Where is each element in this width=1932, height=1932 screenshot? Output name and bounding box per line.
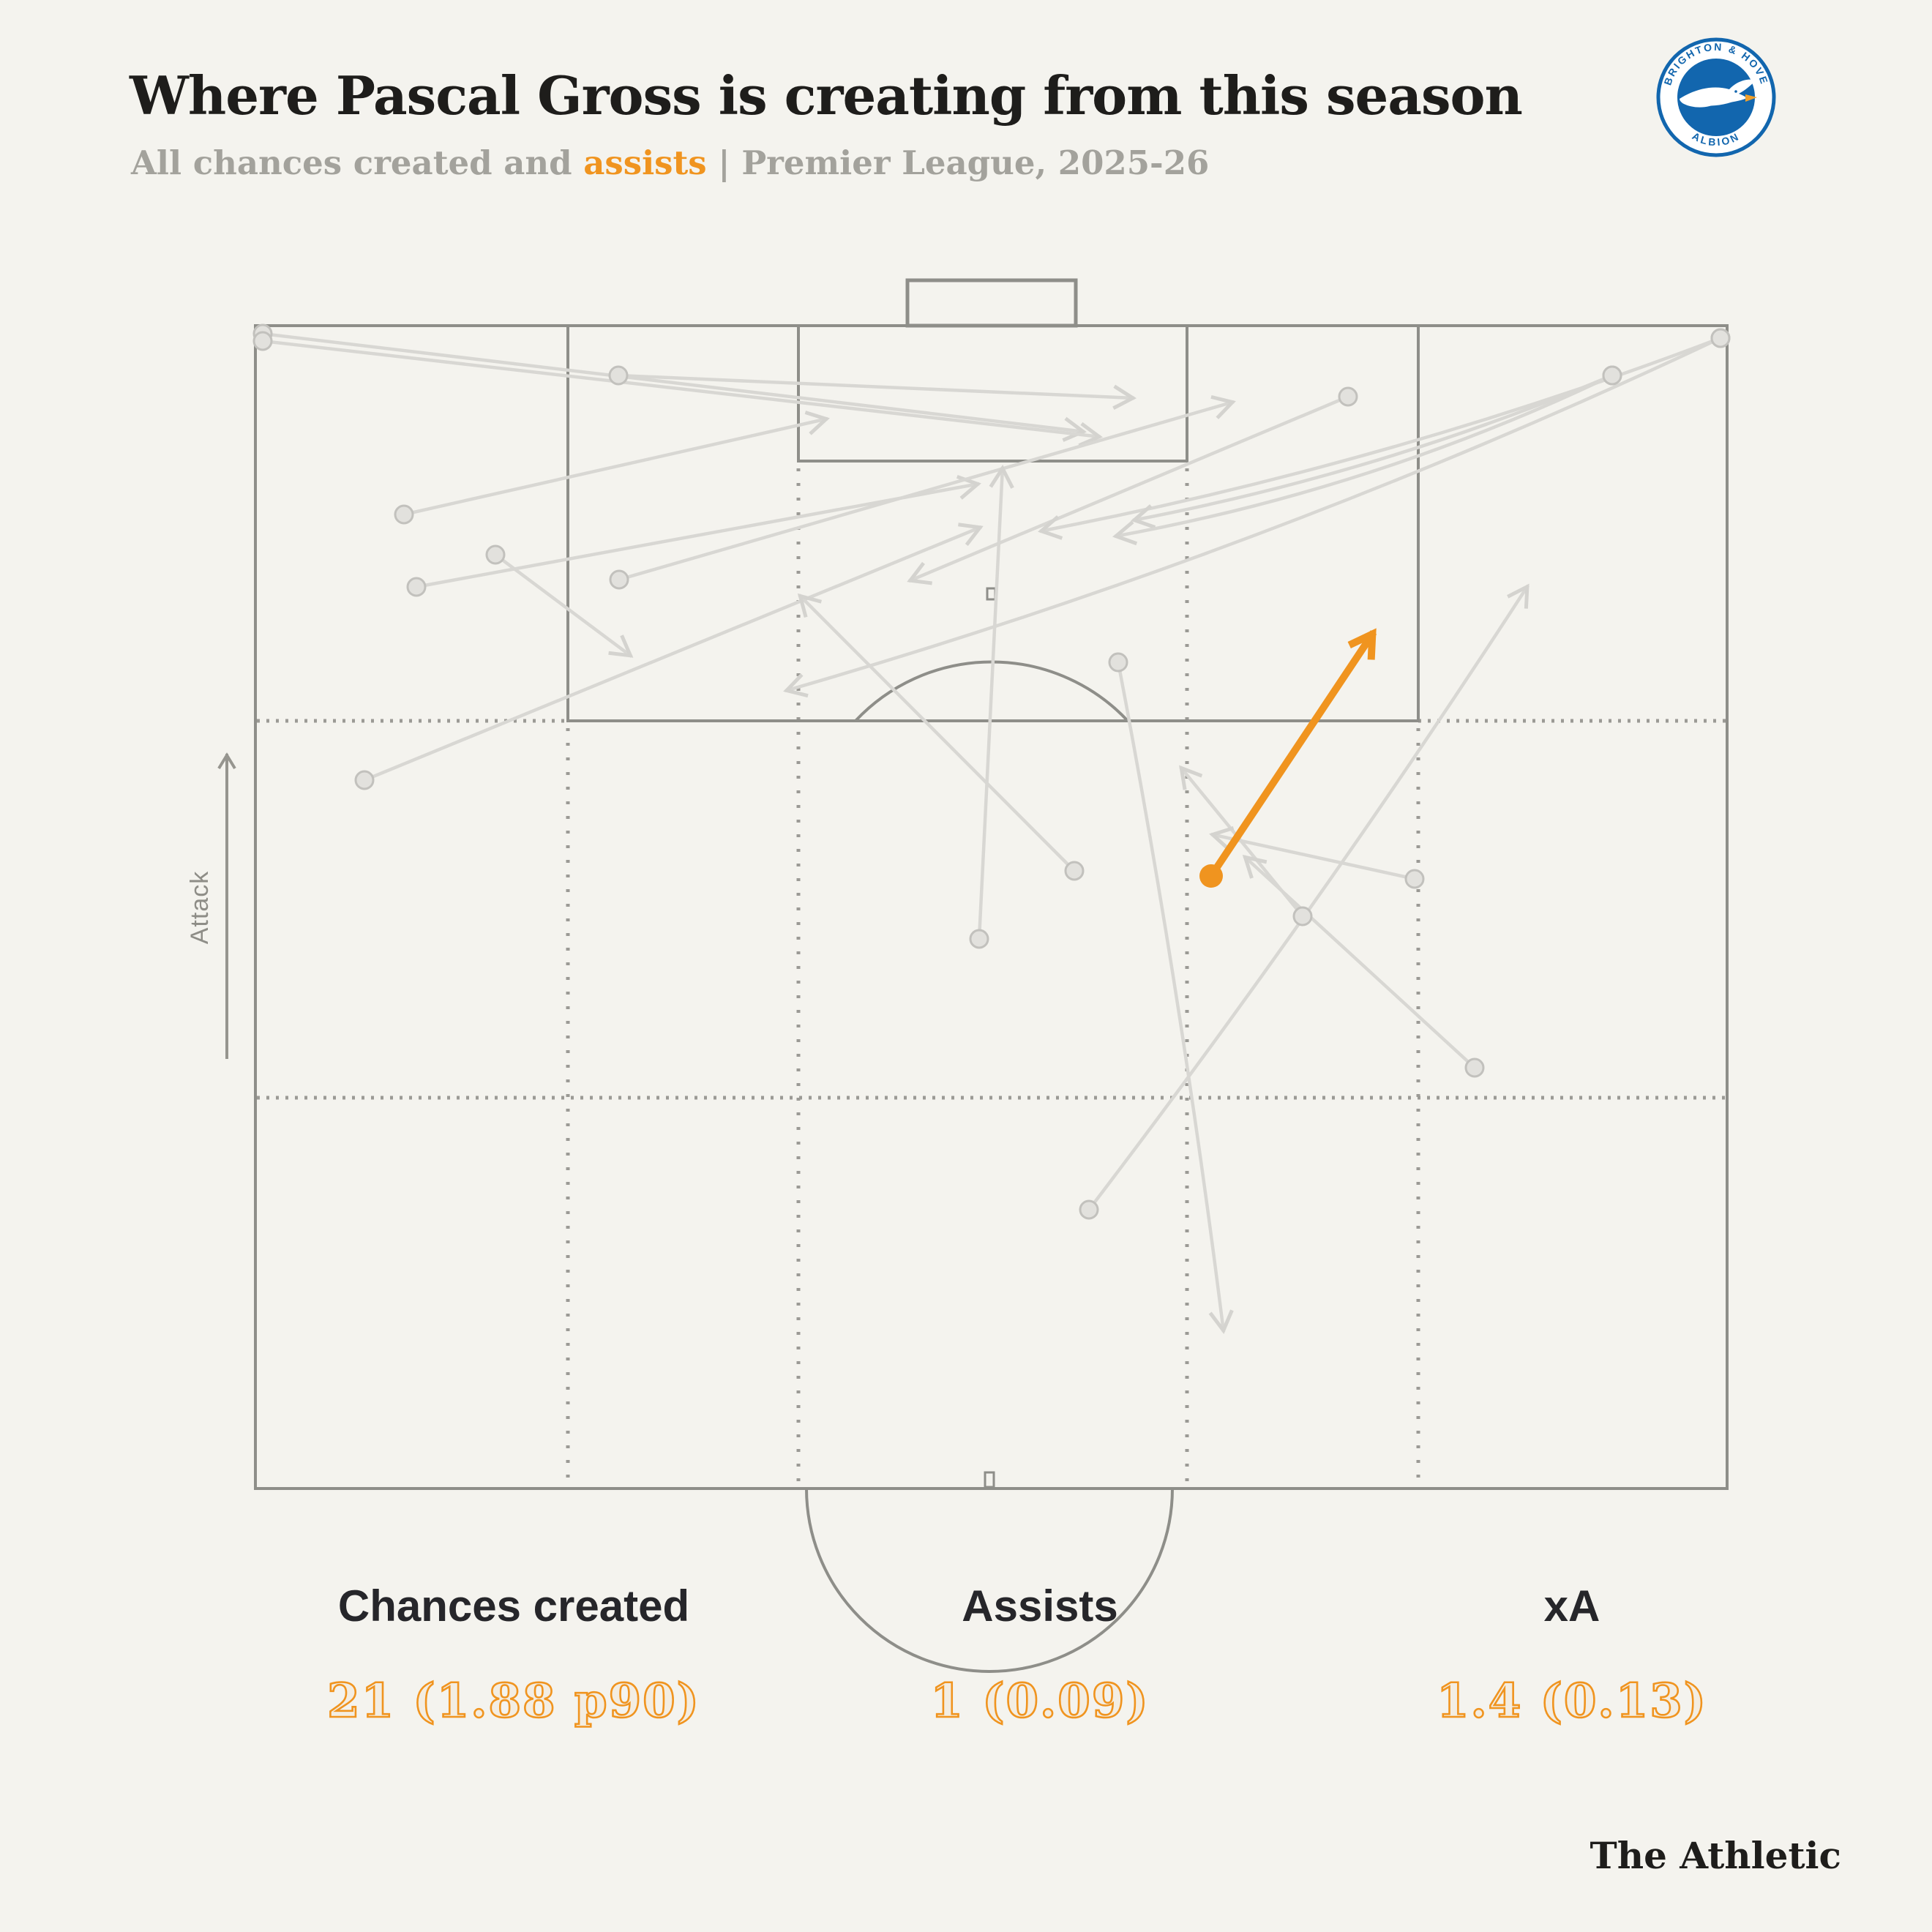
assist-origin-dot <box>1199 864 1223 888</box>
chance-arrow <box>1112 373 1613 546</box>
pitch-outline <box>254 324 1729 1490</box>
seagull-beak <box>1745 94 1757 102</box>
stat-label: Assists <box>962 1581 1118 1630</box>
chance-origin-dot <box>1404 869 1425 889</box>
chance-origin-dot <box>394 504 414 525</box>
subtitle-assists-highlight: assists <box>583 143 707 182</box>
goal-frame <box>905 278 1078 328</box>
chance-arrow <box>618 394 1236 582</box>
chance-origin-dot <box>1710 328 1731 348</box>
chance-arrow <box>907 394 1349 585</box>
chance-origin-dot <box>608 365 629 386</box>
chance-origin-dot <box>1338 386 1358 407</box>
page-title: Where Pascal Gross is creating from this… <box>130 64 1523 127</box>
page-subtitle: All chances created and assists | Premie… <box>131 143 1448 182</box>
stat-value: 1.4 (0.13) <box>1436 1673 1708 1730</box>
centre-circle <box>805 1488 1174 1673</box>
chance-arrow <box>403 411 830 517</box>
subtitle-prefix: All chances created and <box>131 143 584 182</box>
pitch-lines <box>254 278 1729 1673</box>
chance-arrow <box>494 553 634 658</box>
stat-label: Chances created <box>337 1581 690 1630</box>
chance-arrow <box>364 523 984 782</box>
zone-guides <box>257 468 1726 1486</box>
chance-arrow <box>1116 662 1234 1334</box>
attack-direction: Attack <box>186 752 236 1059</box>
chance-origin-dot <box>252 331 273 351</box>
stat-xa: xA 1.4 (0.13) <box>1436 1581 1708 1730</box>
pass-origin-dots-layer <box>252 323 1731 1220</box>
chance-origin-dot <box>969 929 989 949</box>
chance-origin-dot <box>406 577 427 597</box>
chance-origin-dot <box>485 544 506 565</box>
chance-arrow <box>783 336 1721 698</box>
chance-arrow <box>977 465 1014 940</box>
chance-origin-dot <box>354 770 375 790</box>
chance-arrow <box>262 339 1103 448</box>
stat-value: 1 (0.09) <box>929 1673 1150 1730</box>
penalty-spot <box>986 587 997 601</box>
chance-origin-dot <box>609 569 629 590</box>
chance-origin-dot <box>1064 861 1085 881</box>
attack-label: Attack <box>186 871 214 944</box>
chance-origin-dot <box>1108 652 1128 673</box>
assist-arrow <box>1208 628 1377 878</box>
chance-origin-dot <box>1292 906 1313 926</box>
subtitle-suffix: | Premier League, 2025-26 <box>706 143 1210 182</box>
chance-arrow <box>1131 373 1613 529</box>
stat-chances-created: Chances created 21 (1.88 p90) <box>326 1581 700 1730</box>
seagull-icon <box>1680 79 1757 108</box>
chance-arrow <box>1209 825 1415 881</box>
chance-arrow <box>1038 336 1721 540</box>
chance-arrow <box>1242 854 1476 1069</box>
stat-value: 21 (1.88 p90) <box>326 1673 700 1730</box>
club-badge-icon: BRIGHTON & HOVE ALBION <box>1656 37 1776 157</box>
centre-spot <box>984 1471 995 1489</box>
chance-arrow <box>262 332 1087 442</box>
pass-arrows-layer <box>262 332 1721 1334</box>
publisher-wordmark: The Athletic <box>1590 1834 1841 1877</box>
chance-arrow <box>618 373 1137 410</box>
chance-arrow <box>797 593 1076 872</box>
stat-label: xA <box>1543 1581 1600 1630</box>
chance-origin-dot <box>1079 1199 1099 1220</box>
chance-origin-dot <box>1602 365 1622 386</box>
chance-arrow <box>1087 583 1530 1211</box>
chance-origin-dot <box>1464 1057 1485 1078</box>
stat-assists: Assists 1 (0.09) <box>929 1581 1150 1730</box>
